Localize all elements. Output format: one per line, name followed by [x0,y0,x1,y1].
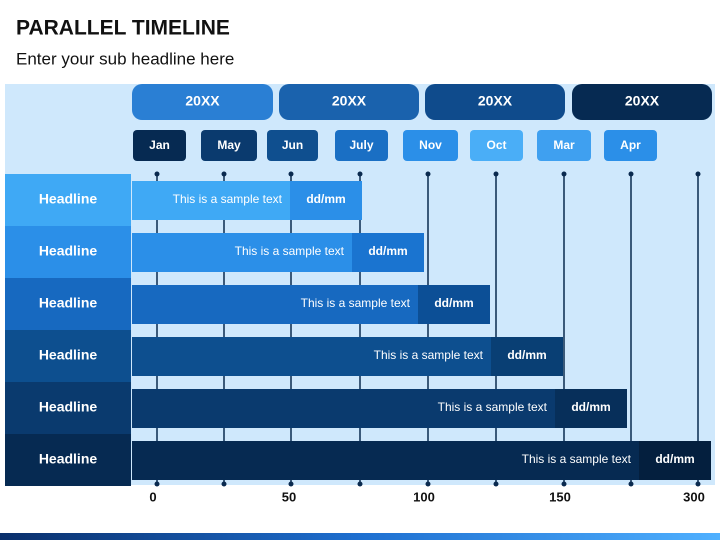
headline-cell [5,278,131,330]
line-dot [288,171,294,177]
year-tab [425,84,565,120]
line-dot [425,171,431,177]
headline: Headline [39,191,98,207]
year-tab [572,84,712,120]
line-dot [357,171,363,177]
headline-cell [5,434,131,486]
month-button [604,130,657,161]
month-label: Apr [620,138,641,152]
headline-cell [5,382,131,434]
year-tab [279,84,419,120]
date-cell [639,441,711,480]
month-button [335,130,388,161]
subtitle: Enter your sub headline here [16,49,234,68]
line-dot [493,171,499,177]
row-bar [132,389,627,428]
month-label: Jan [149,138,170,152]
row-text: This is a sample text [374,348,484,362]
line-dot [561,171,567,177]
date-cell [491,337,563,376]
month-label: July [349,138,373,152]
row-date: dd/mm [368,244,407,258]
year-tab [132,84,273,120]
row-date: dd/mm [306,192,345,206]
date-cell [418,285,490,324]
date-cell [290,181,362,220]
month-button [267,130,318,161]
headline-cell [5,226,131,278]
line-dot [628,481,634,487]
line-dot [221,171,227,177]
footer-strip [0,533,720,540]
year-label: 20XX [625,93,660,109]
line-dot [493,481,499,487]
headline: Headline [39,243,98,259]
axis-label: 150 [549,489,571,504]
line-dot [425,481,431,487]
row-text: This is a sample text [301,296,411,310]
month-label: Mar [553,138,575,152]
line-dot [695,171,701,177]
line-dot [154,171,160,177]
row-text: This is a sample text [438,400,548,414]
row-text: This is a sample text [235,244,345,258]
line-dot [628,171,634,177]
month-button [537,130,591,161]
month-label: Oct [486,138,506,152]
line-dot [561,481,567,487]
line-dot [695,481,701,487]
axis-label: 50 [282,489,296,504]
headline-cell [5,174,131,226]
month-label: Nov [419,138,442,152]
row-date: dd/mm [507,348,546,362]
row-text: This is a sample text [173,192,283,206]
month-button [201,130,257,161]
line-dot [288,481,294,487]
year-label: 20XX [332,93,367,109]
row-bar [132,441,711,480]
headline: Headline [39,451,98,467]
row-date: dd/mm [655,452,694,466]
axis-label: 0 [149,489,156,504]
axis-label: 100 [413,489,435,504]
row-text: This is a sample text [522,452,632,466]
year-label: 20XX [478,93,513,109]
month-label: May [217,138,241,152]
headline-cell [5,330,131,382]
headline: Headline [39,399,98,415]
title: PARALLEL TIMELINE [16,17,230,40]
date-cell [352,233,424,272]
month-button [403,130,458,161]
row-date: dd/mm [571,400,610,414]
month-button [133,130,186,161]
line-dot [221,481,227,487]
year-label: 20XX [185,93,220,109]
date-cell [555,389,627,428]
row-date: dd/mm [434,296,473,310]
line-dot [154,481,160,487]
line-dot [357,481,363,487]
month-button [470,130,523,161]
headline: Headline [39,347,98,363]
month-label: Jun [282,138,303,152]
headline: Headline [39,295,98,311]
axis-label: 300 [683,489,705,504]
